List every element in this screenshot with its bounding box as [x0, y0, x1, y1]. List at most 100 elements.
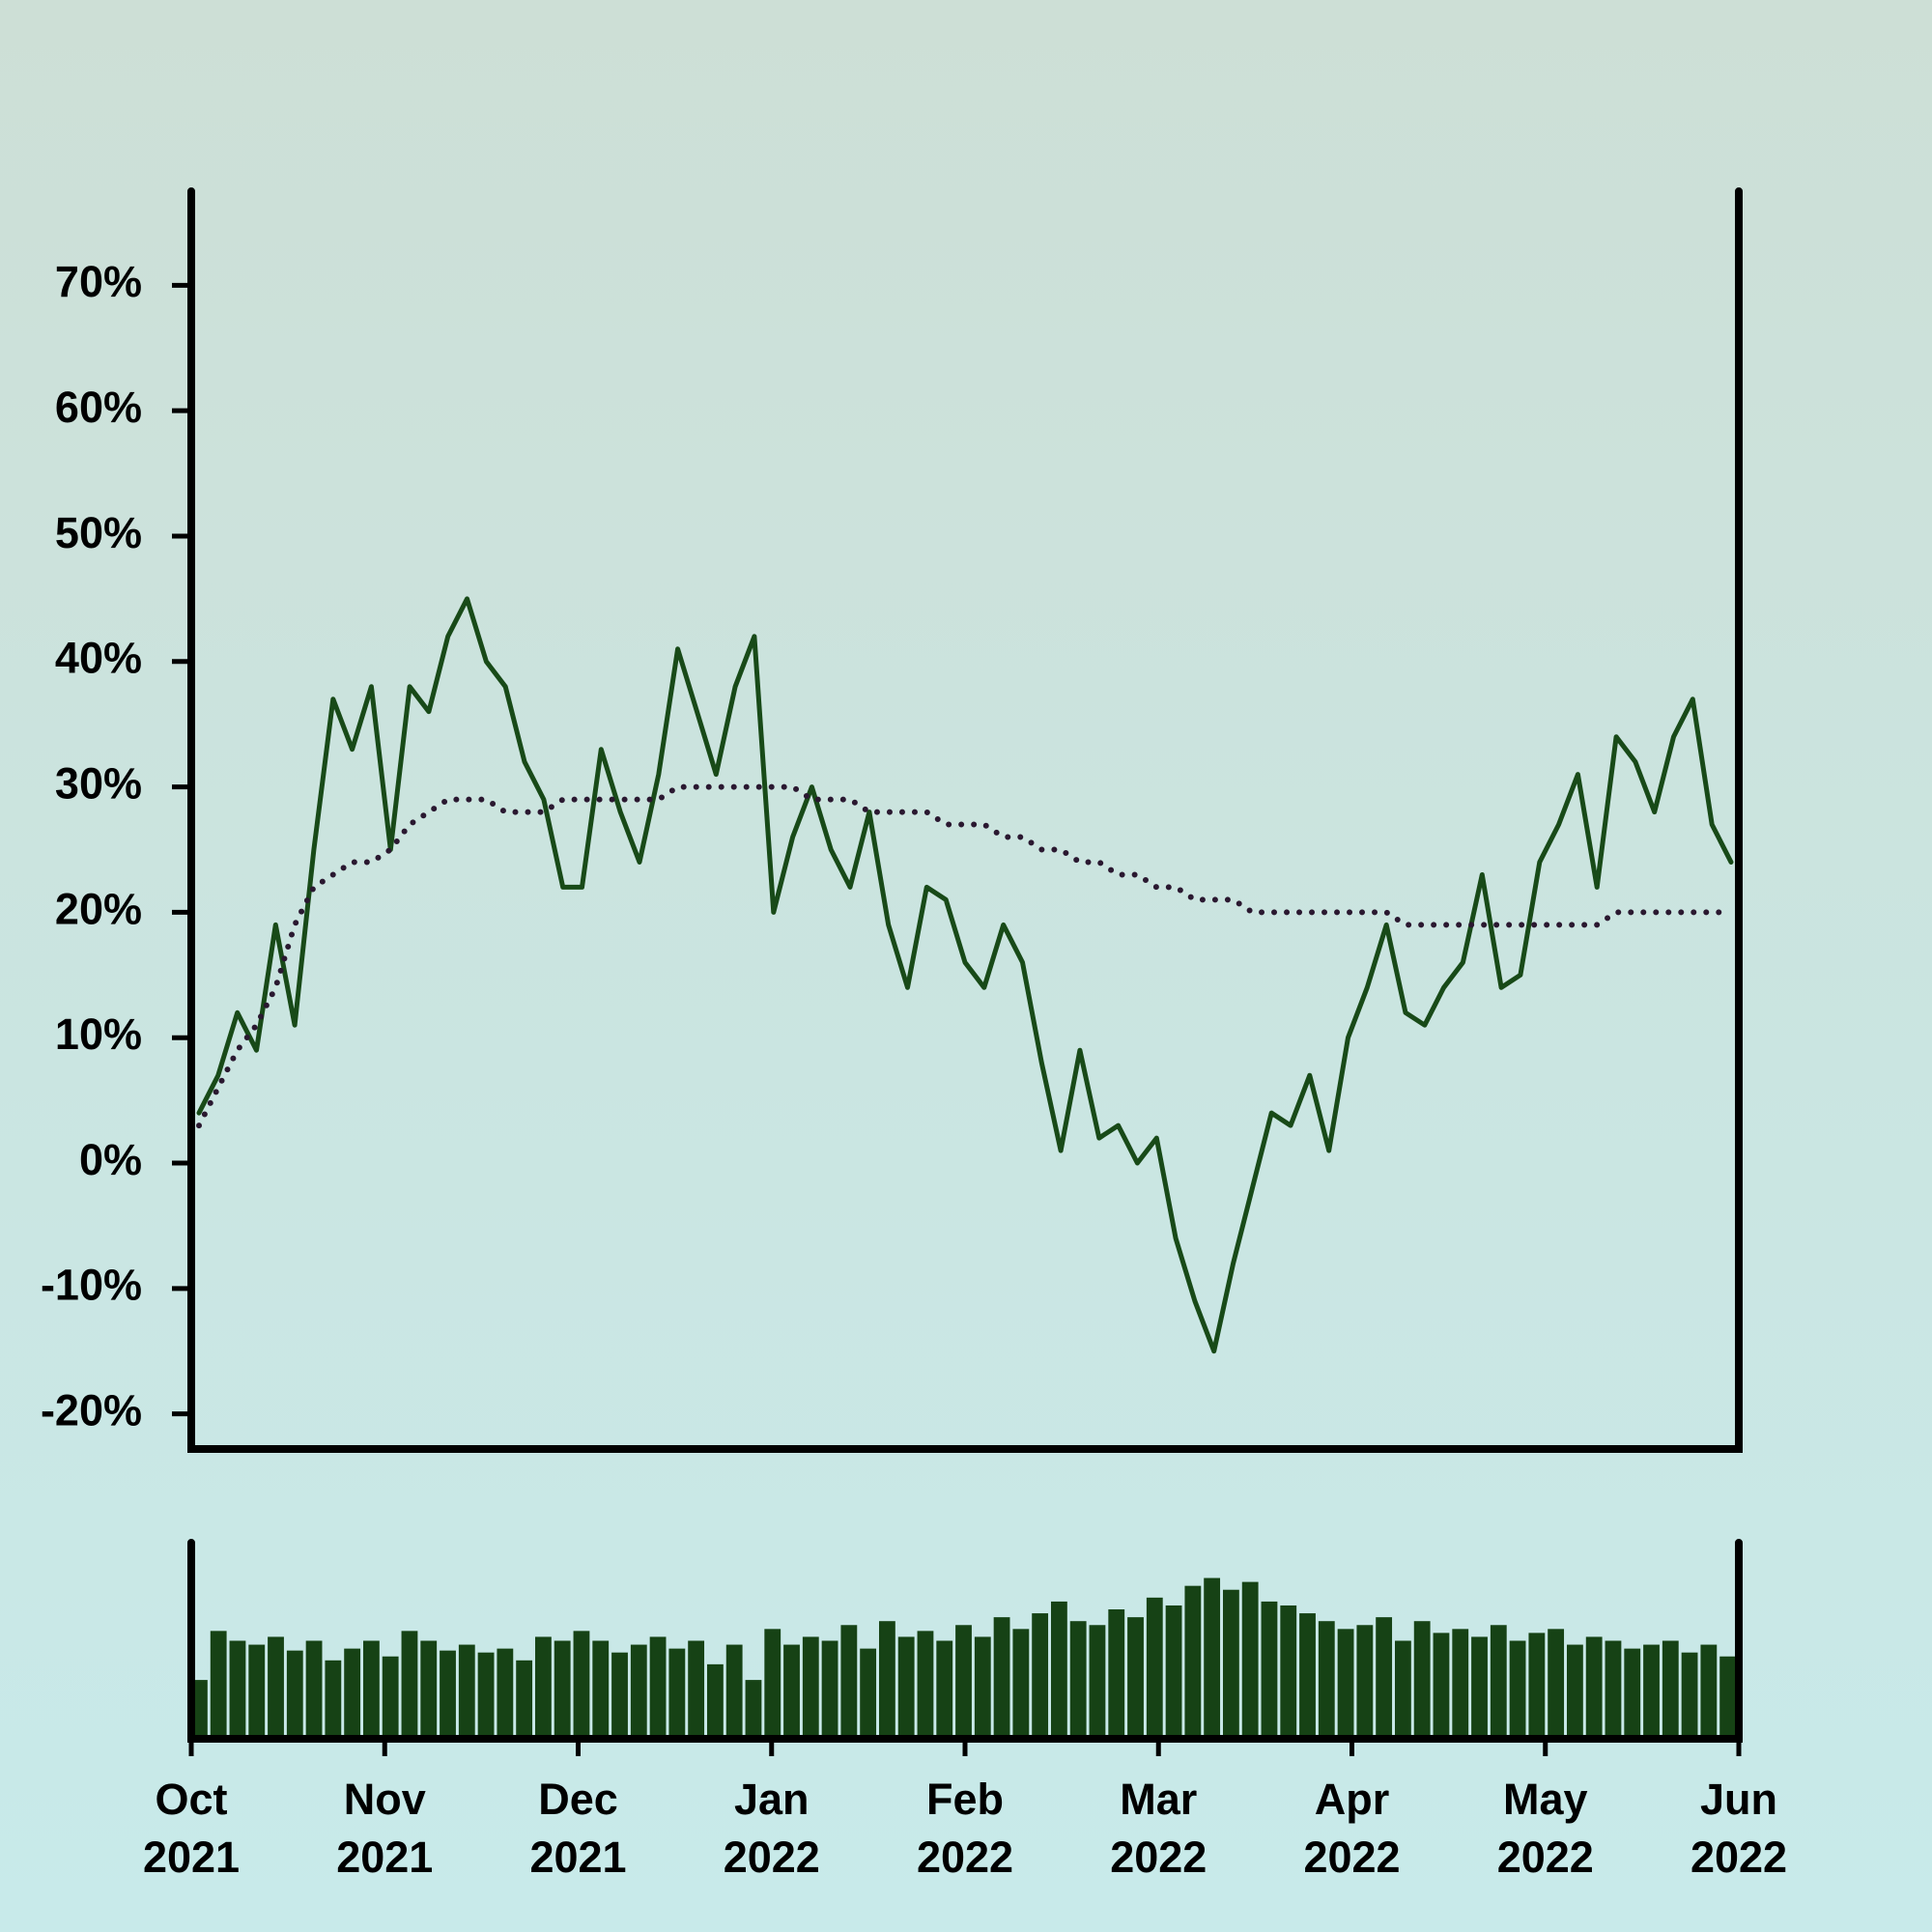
volume-bar — [611, 1652, 628, 1739]
volume-bar — [1700, 1644, 1718, 1739]
x-tick-label-line: Feb — [926, 1775, 1004, 1824]
y-tick-label: 60% — [55, 383, 142, 432]
x-tick-label: Nov 2021 — [336, 1775, 433, 1882]
x-tick-label-line: 2022 — [1690, 1833, 1787, 1882]
volume-bar — [1069, 1621, 1087, 1739]
volume-bar — [1032, 1613, 1049, 1739]
volume-bar — [668, 1648, 686, 1739]
volume-bar — [1681, 1652, 1698, 1739]
volume-bar — [1490, 1625, 1507, 1739]
volume-bar — [382, 1656, 399, 1739]
y-tick-label: 70% — [55, 257, 142, 306]
volume-bar — [879, 1621, 895, 1739]
volume-bar — [783, 1644, 800, 1739]
y-tick-label: -20% — [41, 1386, 142, 1435]
x-tick-label-line: 2022 — [1110, 1833, 1207, 1882]
x-tick-label-line: 2021 — [336, 1833, 433, 1882]
volume-bar — [688, 1640, 705, 1739]
volume-bar — [1184, 1585, 1202, 1739]
volume-bar — [1452, 1629, 1469, 1739]
volume-bar — [592, 1640, 610, 1739]
volume-bar — [1204, 1577, 1221, 1739]
x-tick-label-line: Oct — [155, 1775, 227, 1824]
volume-bar — [1299, 1613, 1316, 1739]
x-tick-label-line: Nov — [344, 1775, 426, 1824]
volume-bar — [630, 1644, 647, 1739]
x-tick-label: May 2022 — [1497, 1775, 1594, 1882]
volume-bar — [210, 1631, 227, 1739]
volume-bar — [1528, 1633, 1546, 1739]
y-tick-label: 0% — [79, 1135, 142, 1184]
volume-bar — [1012, 1629, 1030, 1739]
volume-bar — [1280, 1605, 1297, 1739]
y-tick-label: 30% — [55, 758, 142, 808]
volume-frame — [187, 1539, 1743, 1743]
x-tick-label-line: May — [1503, 1775, 1588, 1824]
x-tick-label-line: 2022 — [1497, 1833, 1594, 1882]
x-tick-label-line: Mar — [1120, 1775, 1197, 1824]
volume-bar — [1318, 1621, 1335, 1739]
y-tick-label: -10% — [41, 1261, 142, 1310]
x-tick-label-line: 2022 — [724, 1833, 820, 1882]
volume-bar — [1337, 1629, 1354, 1739]
volume-bar — [1719, 1656, 1737, 1739]
volume-bar — [535, 1636, 552, 1739]
volume-bar — [1241, 1581, 1259, 1739]
volume-bar — [516, 1660, 533, 1739]
volume-bar — [897, 1636, 915, 1739]
volume-bar — [497, 1648, 514, 1739]
volume-bar — [1433, 1633, 1450, 1739]
volume-bar — [1662, 1640, 1679, 1739]
volume-bar — [1146, 1597, 1163, 1739]
y-tick-label: 40% — [55, 634, 142, 683]
volume-bar — [1395, 1640, 1411, 1739]
volume-bar — [1643, 1644, 1660, 1739]
x-tick-label: Mar 2022 — [1110, 1775, 1207, 1882]
volume-bar — [1261, 1601, 1278, 1739]
volume-bar — [649, 1636, 667, 1739]
volume-bar — [1567, 1644, 1583, 1739]
volume-bar — [1548, 1629, 1565, 1739]
volume-bar — [1509, 1640, 1526, 1739]
volume-bar — [1376, 1617, 1393, 1739]
volume-bar — [745, 1680, 762, 1739]
x-tick-label: Apr 2022 — [1303, 1775, 1400, 1882]
volume-bar — [764, 1629, 781, 1739]
volume-bar — [477, 1652, 495, 1739]
volume-bar — [268, 1636, 284, 1739]
x-tick-label: Feb 2022 — [917, 1775, 1013, 1882]
moving-average-line — [196, 783, 1734, 1129]
volume-bar — [1089, 1625, 1106, 1739]
volume-bar — [1165, 1605, 1182, 1739]
volume-bar — [707, 1663, 724, 1739]
x-tick-label-line: Dec — [538, 1775, 618, 1824]
volume-bar — [993, 1617, 1010, 1739]
volume-bar — [440, 1650, 456, 1739]
volume-bar — [573, 1631, 590, 1739]
volume-bar — [286, 1650, 303, 1739]
volume-bar — [1605, 1640, 1622, 1739]
x-tick-label: Dec 2021 — [529, 1775, 626, 1882]
volume-bar — [1356, 1625, 1374, 1739]
volume-bar — [305, 1640, 323, 1739]
x-tick-label-line: Jun — [1700, 1775, 1777, 1824]
volume-bar — [840, 1625, 858, 1739]
volume-bar — [1471, 1636, 1488, 1739]
volume-bar — [420, 1640, 438, 1739]
volume-bar — [1127, 1617, 1144, 1739]
x-tick-label-line: 2021 — [143, 1833, 240, 1882]
x-tick-label-line: Apr — [1315, 1775, 1390, 1824]
x-tick-label-line: 2021 — [529, 1833, 626, 1882]
volume-bar — [191, 1680, 208, 1739]
x-tick-label-line: 2022 — [1303, 1833, 1400, 1882]
y-tick-label: 50% — [55, 508, 142, 557]
volume-bar — [1585, 1636, 1603, 1739]
volume-bar — [725, 1644, 743, 1739]
volume-bar — [860, 1648, 877, 1739]
volume-bar — [821, 1640, 838, 1739]
x-tick-label: Jun 2022 — [1690, 1775, 1787, 1882]
volume-bar — [248, 1644, 266, 1739]
volume-bar — [802, 1636, 819, 1739]
